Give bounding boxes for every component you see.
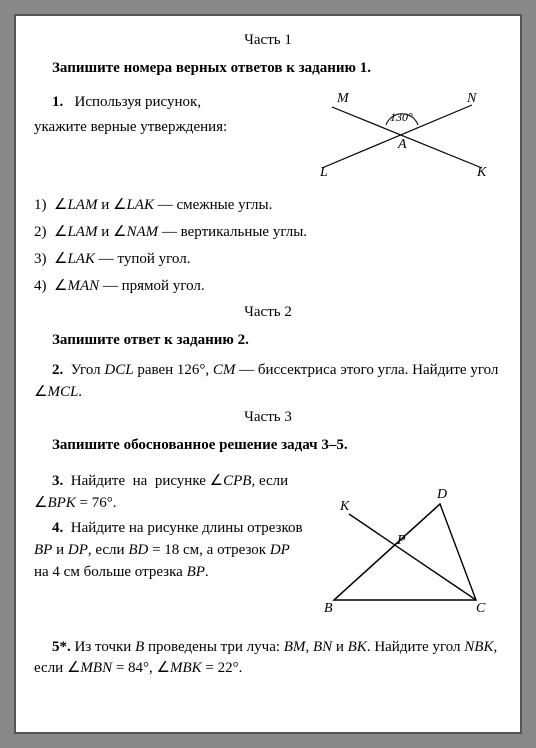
part3-title: Часть 3 [34, 407, 502, 429]
label-angle: 130° [390, 110, 413, 124]
q5-number: 5*. [52, 639, 71, 655]
part3-instruction: Запишите обоснованное решение задач 3–5. [34, 435, 502, 457]
q1-text: 1. Используя рисунок, укажите верные утв… [34, 88, 296, 144]
part2-instruction: Запишите ответ к заданию 2. [34, 330, 502, 352]
q4-number: 4. [52, 520, 63, 536]
q3-q4-row: 3. Найдите на рисунке ∠CPB, если ∠BPK = … [34, 467, 502, 625]
q1-line-a: Используя рисунок, [75, 94, 202, 110]
q4: 4. Найдите на рисунке длины отрезков BP … [34, 518, 304, 583]
diagram-2: K D P B C [312, 482, 502, 625]
diagram-1: M N L K A 130° [302, 88, 502, 188]
q1-row: 1. Используя рисунок, укажите верные утв… [34, 88, 502, 188]
option-3: 3) ∠LAK — тупой угол. [34, 249, 502, 271]
q5: 5*. Из точки B проведены три луча: BM, B… [34, 637, 502, 681]
q2-number: 2. [52, 362, 63, 378]
label-K: K [476, 165, 487, 180]
worksheet-page: Часть 1 Запишите номера верных ответов к… [14, 14, 522, 734]
q3-number: 3. [52, 473, 63, 489]
q3-q4-text: 3. Найдите на рисунке ∠CPB, если ∠BPK = … [34, 467, 304, 625]
part1-title: Часть 1 [34, 30, 502, 52]
q3: 3. Найдите на рисунке ∠CPB, если ∠BPK = … [34, 471, 304, 515]
label-P2: P [396, 533, 406, 548]
q2: 2. Угол DCL равен 126°, CM — биссектриса… [34, 360, 502, 404]
option-1: 1) ∠LAM и ∠LAK — смежные углы. [34, 195, 502, 217]
q1-line-b: укажите верные утверждения: [34, 117, 296, 139]
label-M: M [336, 91, 350, 106]
label-N: N [466, 91, 477, 106]
label-A: A [397, 137, 407, 152]
part2-title: Часть 2 [34, 302, 502, 324]
option-4: 4) ∠MAN — прямой угол. [34, 276, 502, 298]
q1-options: 1) ∠LAM и ∠LAK — смежные углы. 2) ∠LAM и… [34, 195, 502, 297]
part1-instruction: Запишите номера верных ответов к заданию… [34, 58, 502, 80]
label-C2: C [476, 601, 486, 616]
label-B2: B [324, 601, 333, 616]
label-D2: D [436, 487, 447, 502]
option-2: 2) ∠LAM и ∠NAM — вертикальные углы. [34, 222, 502, 244]
label-K2: K [339, 499, 350, 514]
q1-number: 1. [52, 94, 63, 110]
label-L: L [319, 165, 328, 180]
